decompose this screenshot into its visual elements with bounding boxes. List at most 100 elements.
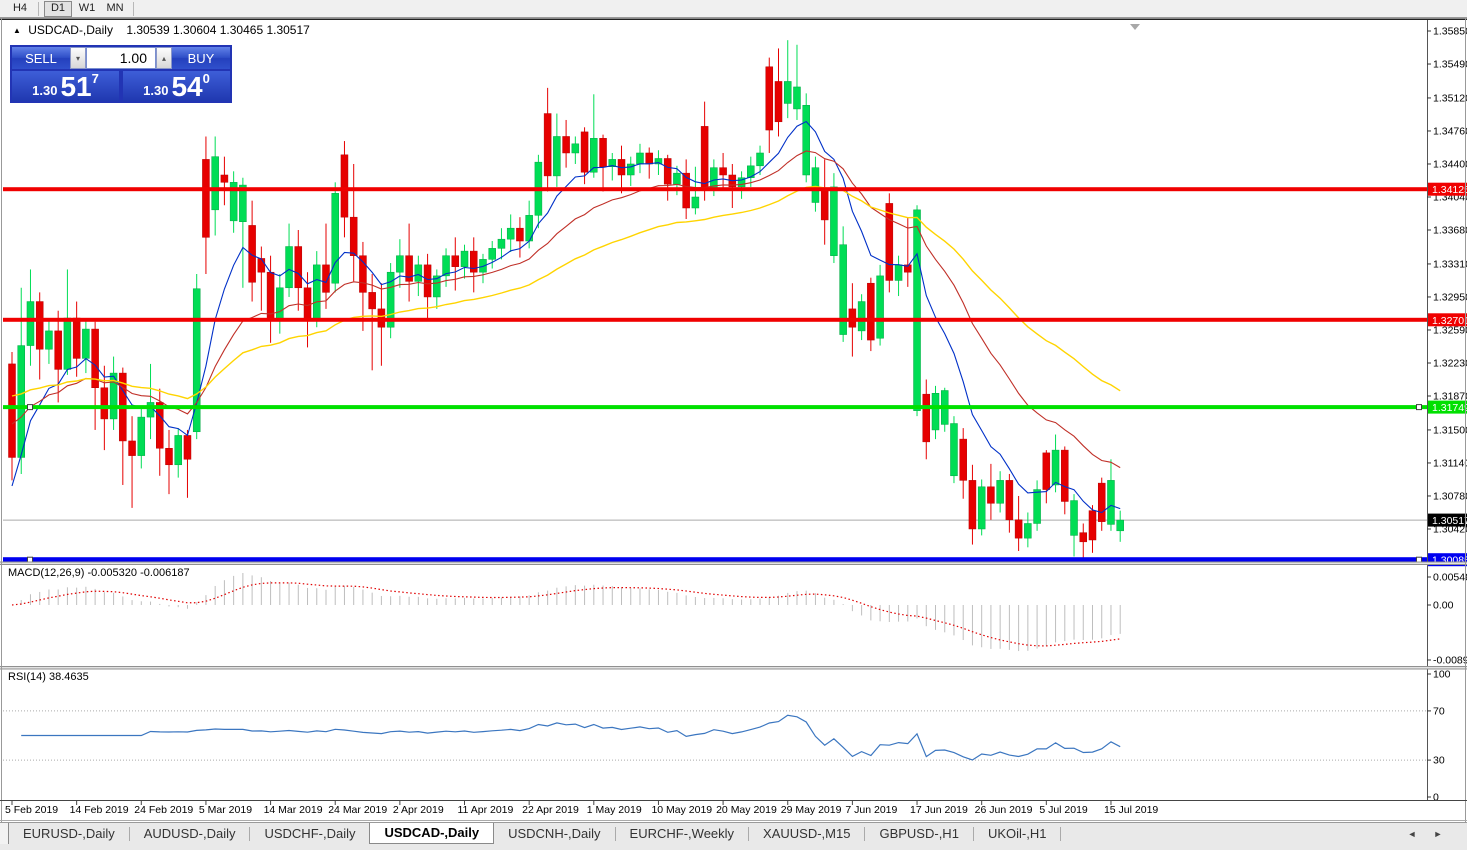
line-handle[interactable] xyxy=(27,404,33,411)
collapse-triangle-icon[interactable]: ▲ xyxy=(13,26,21,35)
tab-eurusd-daily[interactable]: EURUSD-,Daily xyxy=(23,826,115,841)
timeframe-button-w1[interactable]: W1 xyxy=(78,2,96,14)
rsi-label: RSI(14) 38.4635 xyxy=(8,671,89,683)
toolbar-divider xyxy=(133,1,134,16)
macd-signal-line xyxy=(11,582,1121,647)
svg-text:30: 30 xyxy=(1433,755,1445,767)
svg-text:1.30780: 1.30780 xyxy=(1433,490,1467,502)
svg-text:0: 0 xyxy=(1433,792,1439,804)
svg-text:26 Jun 2019: 26 Jun 2019 xyxy=(975,804,1033,816)
tab-gbpusd-h1[interactable]: GBPUSD-,H1 xyxy=(879,826,959,841)
sell-price-big: 51 xyxy=(60,71,92,102)
svg-text:1.31749: 1.31749 xyxy=(1432,402,1467,414)
moving-averages xyxy=(11,120,1121,514)
tab-stub xyxy=(0,823,9,844)
timeframe-button-d1[interactable]: D1 xyxy=(44,0,72,17)
sell-price-prefix: 1.30 xyxy=(32,83,58,98)
horizontal-lines[interactable] xyxy=(3,187,1427,563)
svg-text:24 Mar 2019: 24 Mar 2019 xyxy=(328,804,387,816)
buy-button[interactable]: BUY xyxy=(172,47,230,69)
tab-separator xyxy=(249,827,251,841)
svg-text:5 Mar 2019: 5 Mar 2019 xyxy=(199,804,252,816)
svg-text:1.34760: 1.34760 xyxy=(1433,125,1467,137)
date-axis: 5 Feb 2019 14 Feb 2019 24 Feb 2019 5 Mar 20… xyxy=(5,801,1158,816)
buy-price-sup: 0 xyxy=(202,71,210,86)
line-handle[interactable] xyxy=(27,556,33,563)
svg-text:1.31870: 1.31870 xyxy=(1433,391,1467,403)
svg-text:7 Jun 2019: 7 Jun 2019 xyxy=(845,804,897,816)
hline-1.31749[interactable] xyxy=(3,405,1427,410)
svg-text:1.33680: 1.33680 xyxy=(1433,225,1467,237)
svg-text:14 Mar 2019: 14 Mar 2019 xyxy=(264,804,323,816)
rsi-line xyxy=(21,714,1121,761)
tab-separator xyxy=(1060,827,1062,841)
tab-usdcnh-daily[interactable]: USDCNH-,Daily xyxy=(508,826,601,841)
tab-separator xyxy=(128,827,130,841)
hline-1.34125[interactable] xyxy=(3,187,1427,192)
buy-price-display[interactable]: 1.30 54 0 xyxy=(123,71,230,101)
candles xyxy=(3,40,1427,561)
volume-decrease-button[interactable]: ▾ xyxy=(70,47,86,69)
svg-text:22 Apr 2019: 22 Apr 2019 xyxy=(522,804,579,816)
mid-ma-line[interactable] xyxy=(11,150,1121,469)
svg-text:1.35120: 1.35120 xyxy=(1433,92,1467,104)
tab-ukoil-h1[interactable]: UKOil-,H1 xyxy=(987,826,1047,841)
svg-text:17 Jun 2019: 17 Jun 2019 xyxy=(910,804,968,816)
svg-text:29 May 2019: 29 May 2019 xyxy=(781,804,842,816)
svg-text:5 Jul 2019: 5 Jul 2019 xyxy=(1039,804,1088,816)
svg-text:1.32701: 1.32701 xyxy=(1432,315,1467,327)
tab-audusd-daily[interactable]: AUDUSD-,Daily xyxy=(143,826,236,841)
tab-separator xyxy=(614,827,616,841)
macd-label: MACD(12,26,9) -0.005320 -0.006187 xyxy=(8,567,190,579)
svg-text:11 Apr 2019: 11 Apr 2019 xyxy=(458,804,514,816)
macd-panel: 0.005484 0.00 -0.008973 xyxy=(11,572,1467,667)
sell-price-display[interactable]: 1.30 51 7 xyxy=(12,71,119,101)
svg-text:1.35850: 1.35850 xyxy=(1433,26,1467,38)
svg-text:20 May 2019: 20 May 2019 xyxy=(716,804,777,816)
tab-xauusd-m15[interactable]: XAUUSD-,M15 xyxy=(763,826,851,841)
svg-text:1.34400: 1.34400 xyxy=(1433,158,1467,170)
volume-input[interactable] xyxy=(86,47,156,69)
sell-button[interactable]: SELL xyxy=(12,47,70,69)
chart-header: ▲ USDCAD-,Daily 1.30539 1.30604 1.30465 … xyxy=(13,23,310,37)
hline-1.32701[interactable] xyxy=(3,317,1427,322)
volume-increase-button[interactable]: ▴ xyxy=(156,47,172,69)
svg-text:1.31500: 1.31500 xyxy=(1433,424,1467,436)
chart-tab-bar: EURUSD-,Daily AUDUSD-,Daily USDCHF-,Daily U… xyxy=(0,822,1467,850)
line-handle[interactable] xyxy=(1416,404,1422,411)
timeframe-button-h4[interactable]: H4 xyxy=(12,2,28,14)
svg-text:-0.008973: -0.008973 xyxy=(1433,655,1467,667)
tab-separator xyxy=(748,827,750,841)
svg-text:0.005484: 0.005484 xyxy=(1433,572,1467,584)
svg-text:2 Apr 2019: 2 Apr 2019 xyxy=(393,804,444,816)
tab-eurchf-weekly[interactable]: EURCHF-,Weekly xyxy=(629,826,735,841)
svg-text:1.33310: 1.33310 xyxy=(1433,258,1467,270)
price-axis: 1.358501.354901.351201.347601.344001.340… xyxy=(1427,19,1467,800)
svg-text:14 Feb 2019: 14 Feb 2019 xyxy=(70,804,129,816)
svg-text:15 Jul 2019: 15 Jul 2019 xyxy=(1104,804,1158,816)
chart-shift-marker-icon[interactable] xyxy=(1130,24,1140,30)
tab-usdcad-daily[interactable]: USDCAD-,Daily xyxy=(369,823,495,844)
svg-text:0.00: 0.00 xyxy=(1433,600,1454,612)
tab-scroll-left-icon[interactable]: ◄ xyxy=(1403,826,1421,842)
slow-ma-line[interactable] xyxy=(11,185,1121,400)
svg-text:1 May 2019: 1 May 2019 xyxy=(587,804,642,816)
buy-price-prefix: 1.30 xyxy=(143,83,169,98)
svg-text:70: 70 xyxy=(1433,705,1445,717)
svg-text:1.31140: 1.31140 xyxy=(1433,457,1467,469)
tab-separator xyxy=(972,827,974,841)
line-handle[interactable] xyxy=(1416,556,1422,563)
rsi-panel: 100 70 30 0 xyxy=(3,669,1451,804)
tab-usdchf-daily[interactable]: USDCHF-,Daily xyxy=(264,826,356,841)
tab-scroll-right-icon[interactable]: ► xyxy=(1429,826,1447,842)
tab-separator xyxy=(864,827,866,841)
one-click-trade-panel: SELL ▾ ▴ BUY 1.30 51 7 1.30 54 0 xyxy=(10,45,232,103)
hline-1.30085[interactable] xyxy=(3,557,1427,563)
svg-text:5 Feb 2019: 5 Feb 2019 xyxy=(5,804,58,816)
svg-text:10 May 2019: 10 May 2019 xyxy=(651,804,712,816)
timeframe-button-mn[interactable]: MN xyxy=(106,2,124,14)
svg-text:100: 100 xyxy=(1433,669,1451,681)
svg-text:1.32950: 1.32950 xyxy=(1433,291,1467,303)
